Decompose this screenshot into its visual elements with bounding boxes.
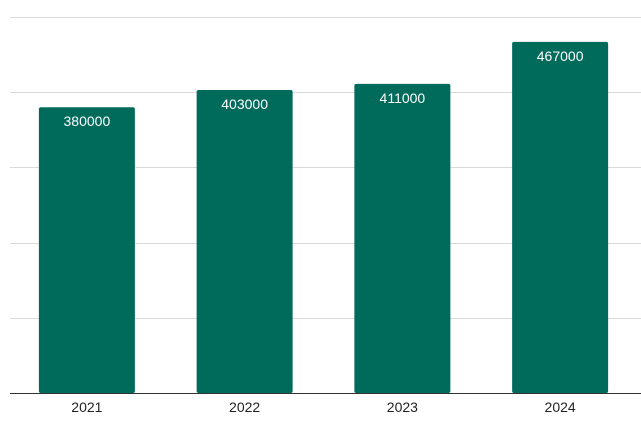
bar-2021 <box>38 107 135 394</box>
x-axis: 2021 2022 2023 2024 <box>10 393 641 415</box>
bar-2024 <box>512 41 609 393</box>
data-label-2021: 380000 <box>64 113 111 129</box>
data-label-2022: 403000 <box>221 96 268 112</box>
x-tick-label-2024: 2024 <box>545 399 576 415</box>
data-label-2023: 411000 <box>380 90 426 106</box>
bars <box>38 41 609 394</box>
bar-2023 <box>354 83 451 393</box>
data-label-2024: 467000 <box>537 48 584 64</box>
x-tick-label-2022: 2022 <box>229 399 260 415</box>
x-tick-label-2023: 2023 <box>387 399 418 415</box>
data-labels: 380000 403000 411000 467000 <box>64 48 584 129</box>
bar-2022 <box>196 89 293 393</box>
x-tick-label-2021: 2021 <box>71 399 102 415</box>
